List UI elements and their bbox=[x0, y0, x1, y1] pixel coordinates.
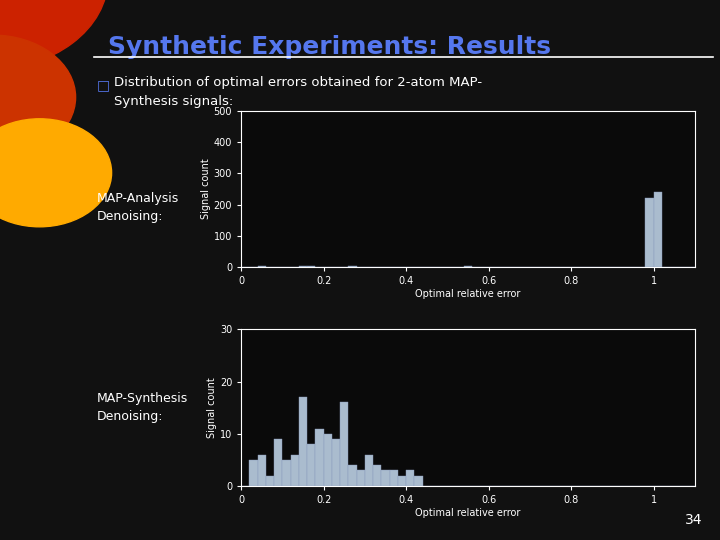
Bar bbox=[258, 266, 266, 267]
Text: 34: 34 bbox=[685, 512, 702, 526]
Bar bbox=[307, 444, 315, 486]
Bar bbox=[324, 434, 332, 486]
Text: Synthetic Experiments: Results: Synthetic Experiments: Results bbox=[108, 35, 551, 59]
Y-axis label: Signal count: Signal count bbox=[201, 159, 211, 219]
Bar bbox=[282, 460, 291, 486]
Text: MAP-Synthesis
Denoising:: MAP-Synthesis Denoising: bbox=[97, 392, 189, 423]
Text: Distribution of optimal errors obtained for 2-atom MAP-: Distribution of optimal errors obtained … bbox=[114, 76, 482, 89]
Bar bbox=[348, 465, 356, 486]
Bar bbox=[654, 192, 662, 267]
Circle shape bbox=[0, 0, 108, 70]
X-axis label: Optimal relative error: Optimal relative error bbox=[415, 508, 521, 518]
Bar bbox=[398, 476, 406, 486]
Bar bbox=[464, 266, 472, 267]
Bar bbox=[348, 266, 356, 267]
Bar bbox=[365, 455, 373, 486]
Bar bbox=[299, 266, 307, 267]
Bar bbox=[274, 439, 282, 486]
Bar bbox=[249, 460, 258, 486]
X-axis label: Optimal relative error: Optimal relative error bbox=[415, 289, 521, 299]
Text: MAP-Analysis
Denoising:: MAP-Analysis Denoising: bbox=[97, 192, 179, 224]
Bar bbox=[315, 429, 324, 486]
Circle shape bbox=[0, 35, 76, 159]
Bar bbox=[390, 470, 398, 486]
Circle shape bbox=[0, 119, 112, 227]
Bar bbox=[332, 439, 340, 486]
Bar bbox=[291, 455, 299, 486]
Bar bbox=[266, 476, 274, 486]
Bar bbox=[415, 476, 423, 486]
Bar bbox=[258, 455, 266, 486]
Bar bbox=[406, 470, 415, 486]
Y-axis label: Signal count: Signal count bbox=[207, 377, 217, 438]
Bar bbox=[299, 397, 307, 486]
Bar bbox=[373, 465, 382, 486]
Bar bbox=[307, 266, 315, 267]
Bar bbox=[340, 402, 348, 486]
Bar bbox=[356, 470, 365, 486]
Text: □: □ bbox=[97, 78, 110, 92]
Text: Synthesis signals:: Synthesis signals: bbox=[114, 94, 233, 107]
Bar bbox=[645, 198, 654, 267]
Bar bbox=[382, 470, 390, 486]
